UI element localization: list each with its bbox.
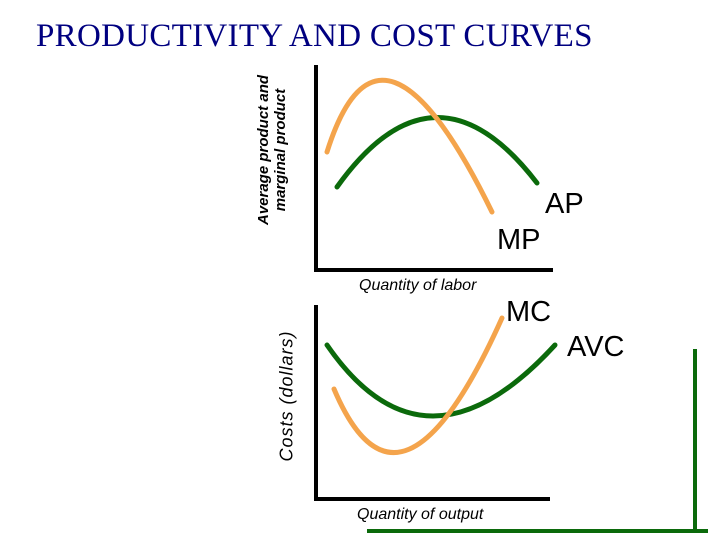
mc-label: MC	[506, 296, 552, 328]
page-title: PRODUCTIVITY AND COST CURVES	[36, 18, 593, 54]
mp-curve	[324, 77, 495, 215]
top-x-axis-label: Quantity of labor	[359, 277, 477, 294]
mc-curve	[331, 315, 505, 455]
ap-label: AP	[545, 188, 584, 220]
bottom-x-axis-label: Quantity of output	[357, 506, 484, 523]
avc-curve	[324, 342, 558, 419]
mp-label: MP	[497, 224, 541, 256]
avc-label: AVC	[567, 331, 625, 363]
ap-curve	[334, 115, 540, 190]
